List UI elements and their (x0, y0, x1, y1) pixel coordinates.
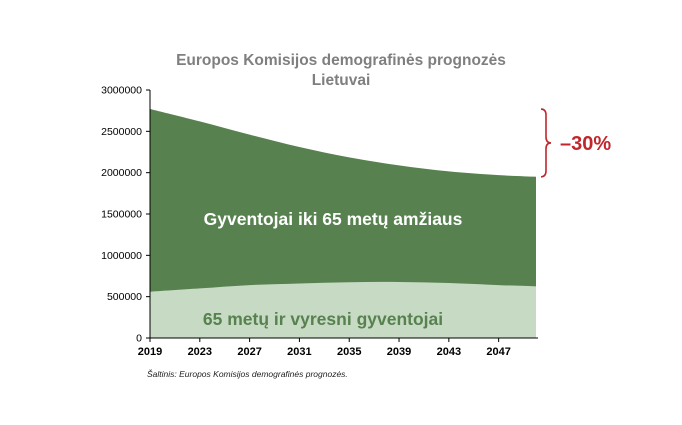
series-label-younger: Gyventojai iki 65 metų amžiaus (204, 209, 463, 229)
x-tick-label: 2031 (287, 346, 311, 358)
chart-subtitle: Lietuvai (311, 72, 371, 89)
y-tick-label: 2000000 (101, 167, 142, 179)
y-tick-label: 500000 (107, 291, 142, 303)
x-tick-label: 2047 (486, 346, 510, 358)
x-tick-label: 2019 (138, 346, 162, 358)
y-axis-ticks: 0 500000 1000000 1500000 2000000 2500000 30000… (101, 85, 150, 345)
x-axis-ticks: 2019 2023 2027 2031 2035 2039 2043 2047 (138, 338, 511, 358)
x-tick-label: 2035 (337, 346, 361, 358)
area-series-older (150, 281, 536, 338)
change-bracket (540, 108, 552, 178)
x-tick-label: 2043 (437, 346, 461, 358)
source-note: Šaltinis: Europos Komisijos demografinės… (147, 369, 348, 379)
x-tick-label: 2027 (237, 346, 261, 358)
y-tick-label: 3000000 (101, 85, 142, 97)
y-tick-label: 0 (136, 333, 142, 345)
y-tick-label: 1500000 (101, 209, 142, 221)
y-tick-label: 2500000 (101, 126, 142, 138)
change-annotation: –30% (560, 133, 611, 155)
y-tick-label: 1000000 (101, 250, 142, 262)
x-tick-label: 2039 (387, 346, 411, 358)
chart-title: Europos Komisijos demografinės prognozės (176, 52, 506, 69)
area-series-younger (150, 109, 536, 338)
x-tick-label: 2023 (188, 346, 212, 358)
series-label-older: 65 metų ir vyresni gyventojai (203, 309, 443, 329)
